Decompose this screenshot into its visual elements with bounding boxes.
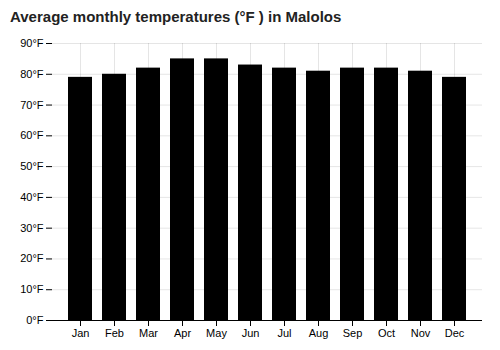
svg-text:May: May [206,327,227,339]
svg-text:Jan: Jan [72,327,90,339]
svg-text:70°F: 70°F [20,99,44,111]
svg-text:60°F: 60°F [20,129,44,141]
svg-text:Nov: Nov [411,327,431,339]
html-text:Average monthly temperatures (: Average monthly temperatures (°F ) in Ma… [10,8,342,25]
svg-text:Aug: Aug [309,327,329,339]
svg-text:30°F: 30°F [20,222,44,234]
svg-text:Oct: Oct [378,327,395,339]
svg-text:40°F: 40°F [20,191,44,203]
svg-text:Sep: Sep [343,327,363,339]
svg-text:Feb: Feb [105,327,124,339]
svg-text:20°F: 20°F [20,252,44,264]
svg-text:50°F: 50°F [20,160,44,172]
svg-text:Jul: Jul [277,327,291,339]
svg-text:Mar: Mar [139,327,158,339]
svg-text:Apr: Apr [174,327,191,339]
svg-text:Dec: Dec [445,327,465,339]
svg-text:90°F: 90°F [20,37,44,49]
svg-text:80°F: 80°F [20,68,44,80]
svg-text:10°F: 10°F [20,283,44,295]
svg-text:0°F: 0°F [26,314,44,326]
svg-text:Jun: Jun [242,327,260,339]
